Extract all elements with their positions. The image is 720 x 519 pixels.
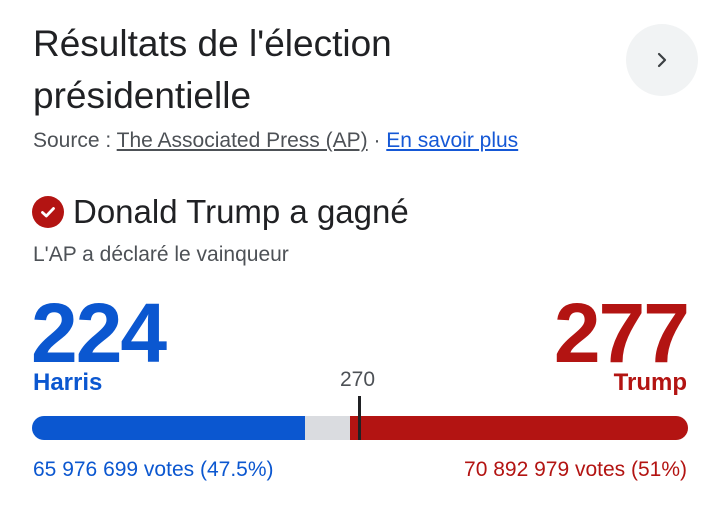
threshold-label: 270 bbox=[340, 368, 376, 391]
trump-popular-votes: 70 892 979 votes (51%) bbox=[464, 458, 687, 481]
check-circle-icon bbox=[32, 196, 64, 228]
harris-electoral-votes: 224 bbox=[31, 286, 167, 380]
winner-text: Donald Trump a gagné bbox=[73, 193, 409, 230]
threshold-marker bbox=[358, 396, 361, 440]
source-publisher-link[interactable]: The Associated Press (AP) bbox=[116, 129, 368, 152]
next-button[interactable] bbox=[626, 24, 698, 96]
winner-row: Donald Trump a gagné bbox=[32, 192, 409, 232]
harris-name: Harris bbox=[33, 369, 103, 396]
harris-bar-fill bbox=[32, 416, 306, 440]
harris-popular-votes: 65 976 699 votes (47.5%) bbox=[33, 458, 274, 481]
source-line: Source : The Associated Press (AP) · En … bbox=[33, 126, 518, 156]
trump-electoral-votes: 277 bbox=[553, 286, 690, 380]
page-title: Résultats de l'élection présidentielle bbox=[33, 23, 392, 116]
declared-text: L'AP a déclaré le vainqueur bbox=[33, 243, 289, 266]
source-prefix: Source : bbox=[33, 129, 117, 152]
chevron-right-icon bbox=[653, 51, 671, 69]
learn-more-link[interactable]: En savoir plus bbox=[386, 129, 519, 152]
source-separator: · bbox=[367, 129, 387, 152]
trump-bar-fill bbox=[350, 416, 688, 440]
trump-name: Trump bbox=[613, 369, 687, 396]
